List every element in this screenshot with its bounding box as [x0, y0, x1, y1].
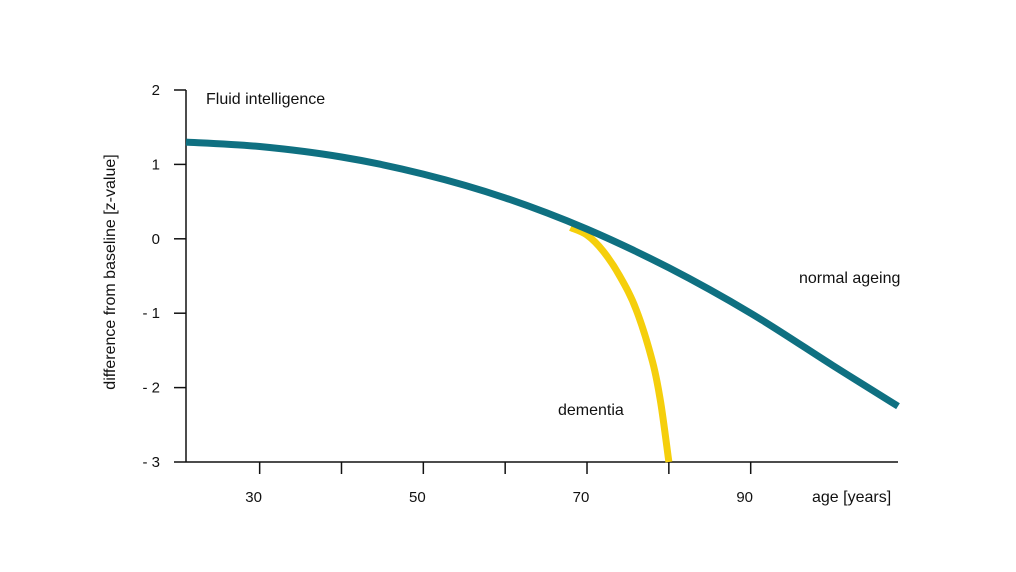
- series-label-normal-ageing: normal ageing: [799, 270, 900, 287]
- x-tick-label: 50: [409, 489, 426, 506]
- y-tick-label: 1: [152, 156, 160, 173]
- chart-title: Fluid intelligence: [206, 91, 325, 108]
- x-axis-label: age [years]: [812, 489, 891, 506]
- axes: 2 1 0 - 1 - 2 - 3 30 50 70 90: [142, 82, 898, 506]
- y-tick-label: 0: [152, 231, 160, 248]
- x-tick-label: 30: [245, 489, 262, 506]
- x-tick-label: 70: [573, 489, 590, 506]
- series-layer: [185, 138, 900, 463]
- x-tick-label: 90: [736, 489, 753, 506]
- y-tick-label: 2: [152, 82, 160, 99]
- y-axis-label: difference from baseline [z-value]: [102, 154, 119, 389]
- y-tick-label: - 1: [142, 305, 160, 322]
- y-tick-label: - 3: [142, 454, 160, 471]
- series-label-dementia: dementia: [558, 402, 624, 419]
- y-tick-label: - 2: [142, 380, 160, 397]
- series-line-normal-ageing: [185, 138, 900, 410]
- labels: Fluid intelligence normal ageing dementi…: [102, 91, 900, 506]
- series-line-dementia: [569, 224, 673, 463]
